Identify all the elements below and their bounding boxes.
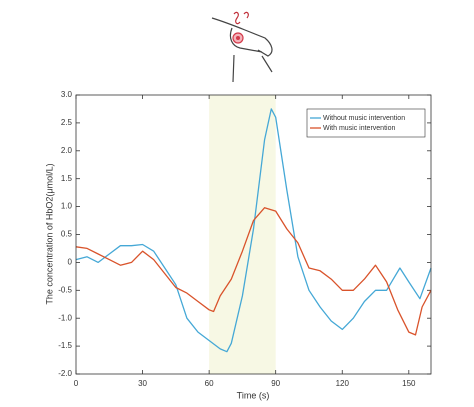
y-tick-label: -1.0 [58,313,72,322]
x-tick-label: 90 [271,379,280,388]
y-tick-label: 1.5 [61,174,73,183]
hand-icon [211,11,273,83]
x-axis-label: Time (s) [237,390,270,400]
legend-box [306,108,426,138]
x-tick-label: 30 [138,379,147,388]
y-tick-label: 0.5 [61,230,73,239]
y-tick-label: -2.0 [58,369,72,378]
legend-label: With music intervention [323,125,395,132]
x-tick-label: 0 [74,379,79,388]
y-tick-label: 2.5 [61,118,73,127]
y-tick-label: -0.5 [58,285,72,294]
y-tick-label: 2.0 [61,146,73,155]
y-tick-label: 0 [68,258,73,267]
y-tick-label: 1.0 [61,202,73,211]
y-tick-label: 3.0 [61,90,73,99]
plot-frame [75,94,432,375]
series-line [75,108,432,353]
x-tick-label: 150 [402,379,416,388]
series-line [75,207,432,336]
y-tick-label: -1.5 [58,341,72,350]
legend: Without music intervention With music int… [306,108,426,138]
y-axis-label: The concentration of HbO2(μmol/L) [44,163,54,304]
x-tick-label: 120 [336,379,350,388]
legend-label: Without music intervention [323,115,405,122]
x-tick-label: 60 [205,379,214,388]
